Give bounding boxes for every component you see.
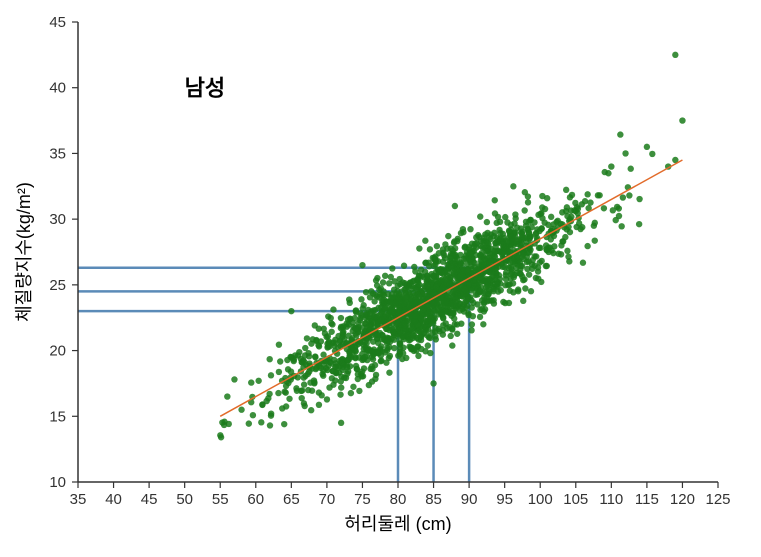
svg-text:70: 70: [319, 491, 336, 508]
svg-text:110: 110: [599, 491, 623, 508]
svg-text:75: 75: [354, 491, 371, 508]
svg-text:40: 40: [105, 491, 122, 508]
x-axis-label: 허리둘레 (cm): [344, 514, 451, 534]
svg-text:35: 35: [49, 145, 66, 162]
svg-text:60: 60: [247, 491, 264, 508]
chart-svg: 35 40 45 50 55 60 65 70 75 80 85 90 95 100 105 110 115 12…: [0, 0, 761, 557]
svg-text:80: 80: [390, 491, 407, 508]
svg-text:115: 115: [635, 491, 659, 508]
scatter-chart: 35 40 45 50 55 60 65 70 75 80 85 90 95 100 105 110 115 12…: [0, 0, 761, 557]
svg-text:45: 45: [49, 14, 66, 31]
svg-text:50: 50: [176, 491, 193, 508]
svg-text:20: 20: [49, 343, 66, 360]
svg-text:15: 15: [49, 408, 66, 425]
svg-text:120: 120: [670, 491, 695, 508]
svg-text:105: 105: [563, 491, 588, 508]
svg-text:30: 30: [49, 211, 66, 228]
svg-text:40: 40: [49, 80, 66, 97]
chart-title: 남성: [185, 76, 225, 101]
svg-text:95: 95: [496, 491, 513, 508]
svg-text:25: 25: [49, 277, 66, 294]
svg-text:90: 90: [461, 491, 478, 508]
svg-text:125: 125: [705, 491, 730, 508]
svg-text:55: 55: [212, 491, 229, 508]
svg-text:35: 35: [70, 491, 87, 508]
svg-text:85: 85: [425, 491, 442, 508]
svg-text:45: 45: [141, 491, 158, 508]
svg-text:10: 10: [49, 474, 66, 491]
svg-text:100: 100: [528, 491, 553, 508]
y-axis-label: 체질량지수(kg/m²): [14, 182, 34, 322]
svg-text:65: 65: [283, 491, 300, 508]
